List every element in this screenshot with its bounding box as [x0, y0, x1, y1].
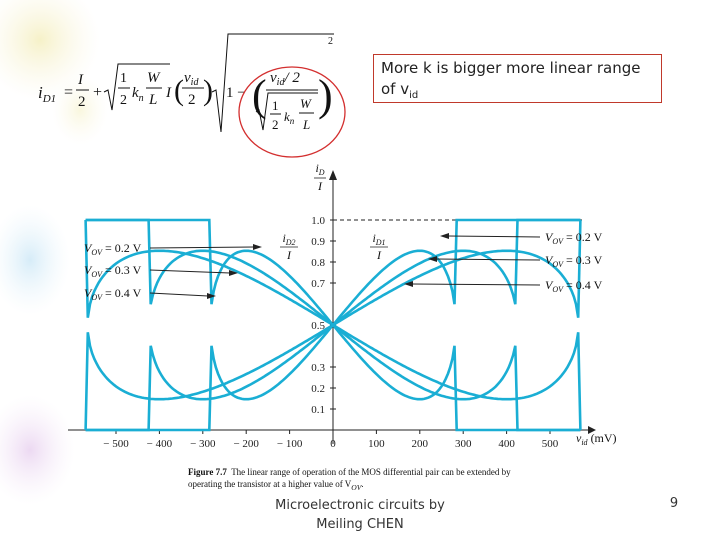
x-axis-label: vid (mV) [576, 431, 617, 447]
left-vov-label: VOV = 0.4 V [84, 286, 142, 302]
highlight-circle [238, 66, 346, 158]
y-tick-label: 0.3 [311, 362, 325, 374]
footer: Microelectronic circuits by Meiling CHEN [250, 496, 470, 534]
caption-text: The linear range of operation of the MOS… [188, 467, 511, 489]
svg-text:): ) [203, 74, 213, 107]
footer-line-1: Microelectronic circuits by [275, 498, 445, 513]
x-tick-label: 500 [542, 438, 559, 450]
svg-text:=: = [64, 84, 73, 101]
svg-text:2: 2 [328, 36, 333, 47]
left-arrow-head [207, 293, 216, 299]
y-tick-label: 0.5 [311, 320, 325, 332]
svg-text:1: 1 [272, 98, 279, 113]
svg-text:2: 2 [120, 93, 127, 108]
footer-line-2: Meiling CHEN [316, 517, 404, 532]
left-arrow [149, 269, 231, 274]
svg-text:): ) [318, 71, 333, 120]
y-tick-label: 0.7 [311, 278, 325, 290]
figure-caption: Figure 7.7 The linear range of operation… [188, 467, 511, 492]
left-arrow-head [253, 244, 262, 250]
svg-text:2: 2 [78, 94, 86, 110]
svg-text:2: 2 [188, 92, 196, 108]
equation: iD1 = I 2 + 1 2 kn W L I ( vid 2 ) 1 − (… [38, 33, 334, 133]
x-tick-label: 100 [368, 438, 385, 450]
y-tick-label: 0.1 [311, 404, 325, 416]
x-tick-label: 200 [412, 438, 429, 450]
y-axis-label-bottom: I [317, 179, 323, 193]
svg-text:W: W [300, 96, 312, 111]
curve-label-id1-bottom: I [376, 248, 382, 262]
y-axis-label-top: iD [315, 161, 324, 177]
x-axis-arrow [588, 426, 596, 434]
curve-label-id1: iD1 [372, 231, 385, 247]
balloon-blue [0, 205, 70, 315]
y-tick-label: 0.9 [311, 236, 325, 248]
right-arrow-head [440, 233, 449, 239]
caption-subscript: OV [351, 482, 362, 492]
right-arrow-head [428, 256, 437, 262]
x-tick-label: 0 [330, 438, 336, 450]
svg-text:I: I [77, 72, 84, 88]
svg-text:kn: kn [284, 109, 295, 126]
left-arrow [149, 292, 209, 297]
svg-text:L: L [302, 117, 310, 132]
x-tick-label: 400 [498, 438, 515, 450]
x-tick-label: − 300 [190, 438, 216, 450]
left-arrow [149, 246, 255, 249]
right-vov-label: VOV = 0.4 V [545, 278, 603, 294]
left-arrow-head [229, 270, 238, 276]
svg-text:I: I [165, 85, 172, 101]
y-axis-arrow [329, 170, 337, 180]
svg-text:1 −: 1 − [226, 85, 246, 101]
annotation-subscript: id [409, 90, 419, 101]
x-tick-label: − 500 [103, 438, 129, 450]
svg-text:vid/ 2: vid/ 2 [270, 70, 300, 88]
right-arrow-head [404, 281, 413, 287]
curve-id2-vov-400 [84, 219, 582, 431]
annotation-text: More k is bigger more linear range of v [381, 59, 641, 98]
balloon-purple [0, 395, 75, 505]
left-vov-label: VOV = 0.2 V [84, 241, 142, 257]
svg-text:vid: vid [184, 70, 199, 88]
annotation-box: More k is bigger more linear range of vi… [373, 54, 662, 103]
right-arrow [447, 235, 541, 238]
balloon-green [52, 75, 108, 145]
right-vov-label: VOV = 0.2 V [545, 230, 603, 246]
curve-label-id2: iD2 [282, 231, 295, 247]
svg-text:2: 2 [272, 117, 279, 132]
y-tick-label: 0.8 [311, 257, 325, 269]
svg-text:L: L [148, 92, 157, 108]
page-number: 9 [669, 496, 679, 511]
left-vov-label: VOV = 0.3 V [84, 263, 142, 279]
curve-label-id2-bottom: I [286, 248, 292, 262]
svg-text:1: 1 [120, 71, 127, 86]
x-tick-label: 300 [455, 438, 472, 450]
svg-text:kn: kn [132, 85, 144, 104]
right-arrow [411, 283, 541, 286]
svg-text:+: + [93, 84, 102, 101]
svg-text:(: ( [174, 74, 184, 107]
right-arrow [435, 258, 541, 261]
plot-area: iD I 1.0 0.9 0.8 0.7 0.5 0.3 0.2 0.1 − 500 − 400 − 3… [68, 161, 617, 450]
balloon-yellow [0, 0, 100, 100]
svg-text:W: W [147, 70, 161, 86]
x-tick-label: − 400 [147, 438, 173, 450]
y-tick-label: 0.2 [311, 383, 325, 395]
x-tick-label: − 100 [277, 438, 303, 450]
svg-text:iD1: iD1 [38, 83, 56, 105]
svg-text:(: ( [252, 71, 267, 120]
y-tick-label: 1.0 [311, 215, 325, 227]
caption-label: Figure 7.7 [188, 467, 227, 477]
right-vov-label: VOV = 0.3 V [545, 253, 603, 269]
x-tick-label: − 200 [233, 438, 259, 450]
